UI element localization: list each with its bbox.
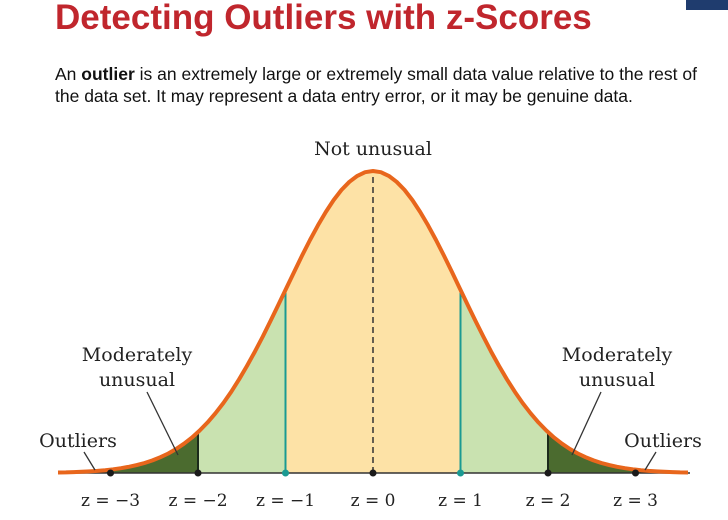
label-unusual-left: unusual bbox=[99, 369, 175, 391]
outlier-region-left bbox=[58, 432, 198, 473]
corner-tab-decoration bbox=[686, 0, 728, 10]
z-tick-dot bbox=[107, 469, 114, 477]
definition-term: outlier bbox=[81, 64, 135, 84]
z-tick-label: z = 3 bbox=[613, 491, 658, 511]
z-tick-label: z = −3 bbox=[81, 491, 140, 511]
label-outliers-right: Outliers bbox=[624, 430, 702, 452]
pointer-moderate-right bbox=[571, 391, 602, 456]
definition-text: is an extremely large or extremely small… bbox=[55, 64, 697, 106]
z-ticks: z = −3 z = −2 z = −1 z = 0 z = 1 z = 2 z = 3 bbox=[81, 469, 658, 511]
z-tick-dot bbox=[369, 469, 377, 477]
z-tick-dot bbox=[194, 469, 202, 477]
label-unusual-right: unusual bbox=[579, 369, 655, 391]
label-not-unusual: Not unusual bbox=[314, 138, 432, 160]
pointer-outliers-left bbox=[83, 451, 96, 471]
z-tick-label: z = 0 bbox=[351, 491, 396, 511]
definition-prefix: An bbox=[55, 64, 82, 84]
z-tick-label: z = −2 bbox=[168, 491, 227, 511]
z-tick-label: z = 2 bbox=[526, 491, 571, 511]
z-tick-label: z = 1 bbox=[438, 491, 483, 511]
z-tick-dot bbox=[632, 469, 639, 477]
label-moderately-left: Moderately bbox=[82, 344, 193, 366]
z-tick-dot bbox=[282, 469, 289, 477]
slide-title: Detecting Outliers with z-Scores bbox=[55, 0, 592, 37]
outlier-region-right bbox=[548, 432, 688, 473]
normal-curve bbox=[57, 169, 689, 475]
z-tick-dot bbox=[457, 469, 464, 477]
label-moderately-right: Moderately bbox=[562, 344, 673, 366]
z-tick-dot bbox=[544, 469, 552, 477]
label-outliers-left: Outliers bbox=[39, 430, 117, 452]
pointer-moderate-left bbox=[146, 391, 179, 456]
pointer-outliers-right bbox=[644, 451, 657, 471]
z-tick-label: z = −1 bbox=[256, 491, 315, 511]
definition-paragraph: An outlier is an extremely large or extr… bbox=[55, 63, 715, 107]
